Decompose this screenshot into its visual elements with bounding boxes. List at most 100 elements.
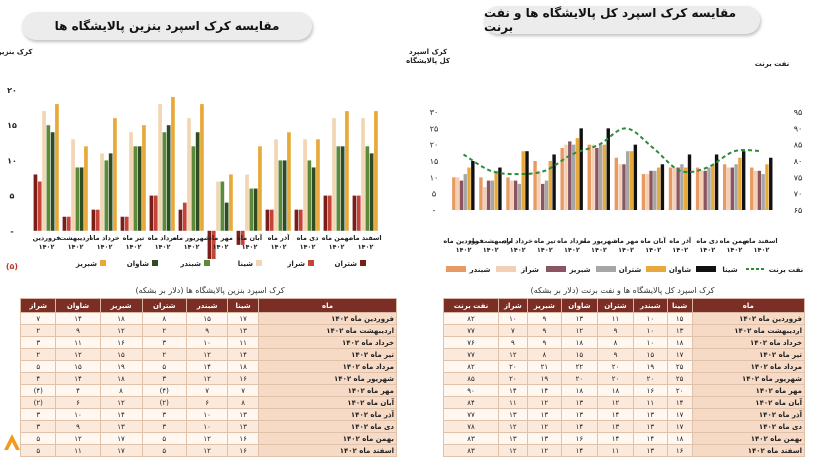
left-table-cell: ۱۲	[99, 324, 143, 337]
right-header-cell: شبریز	[526, 298, 562, 313]
right-bar	[734, 164, 738, 210]
right-legend-swatch	[696, 266, 716, 272]
left-table-row: مهر ماه ۱۴۰۲ ۷ ۷ (۴) ۸ ۴ (۴)	[19, 384, 398, 397]
right-table-cell: ۸	[596, 336, 635, 349]
left-legend-swatch	[100, 260, 106, 266]
left-bar	[162, 132, 167, 231]
right-bar	[513, 180, 518, 210]
right-table-cell: ۱۲	[560, 324, 598, 337]
right-table-cell: ۱۴	[596, 408, 635, 421]
right-x-tick: ۱۴۰۲	[672, 246, 688, 254]
left-bar	[307, 160, 312, 231]
right-y2-axis-label: نفت برنت	[755, 60, 790, 68]
left-bar	[361, 118, 365, 231]
right-table-cell: ۱۰	[497, 312, 528, 325]
left-bar	[327, 195, 332, 231]
right-table-cell: آبان ماه ۱۴۰۲	[691, 396, 806, 409]
right-bar	[656, 167, 661, 210]
right-table-cell: ۱۷	[666, 420, 693, 433]
left-table-cell: ۹	[55, 420, 101, 433]
right-data-table: ماه شینا شبندر شتران شاوان شبریز شراز نفت برنت …	[443, 298, 806, 457]
left-bar	[249, 188, 254, 231]
right-legend-label: شبریز	[568, 266, 590, 274]
right-table-cell: فروردین ماه ۱۴۰۲	[691, 312, 806, 325]
right-table-cell: ۹	[497, 336, 528, 349]
right-bar	[622, 164, 626, 210]
left-bar	[153, 195, 158, 231]
right-bar	[568, 141, 572, 210]
left-bar	[108, 153, 113, 231]
left-bar	[236, 230, 241, 245]
left-bar	[195, 132, 200, 231]
left-x-tick: آذر ماه	[268, 233, 291, 242]
right-y2-tick: ۸۵	[794, 141, 803, 150]
right-bar	[687, 154, 692, 210]
left-bar	[33, 174, 38, 231]
right-y2-tick: ۷۰	[794, 190, 803, 199]
left-table-cell: فروردین ماه ۱۴۰۲	[257, 312, 398, 325]
right-table-cell: ۱۲	[526, 444, 562, 457]
left-bar	[345, 111, 349, 231]
right-table-cell: ۱۴	[596, 432, 635, 445]
right-y-axis-label: کل پالایشگاه	[406, 56, 451, 65]
left-header-cell: شاوان	[55, 298, 101, 313]
right-table-cell: ۱۰	[633, 324, 668, 337]
left-bar	[137, 146, 142, 231]
left-header-cell: ماه	[257, 298, 398, 313]
left-table-cell: ۱۷	[227, 312, 259, 325]
right-x-tick: ۱۴۰۲	[537, 246, 553, 254]
left-table-cell: ۵	[19, 360, 57, 373]
right-table-cell: ۱۸	[560, 336, 598, 349]
right-table-cell: ۱۳	[497, 408, 528, 421]
left-table-cell: ۶	[186, 396, 229, 409]
left-bar	[303, 139, 307, 231]
left-table-row: خرداد ماه ۱۴۰۲ ۱۱ ۱۰ ۳ ۱۶ ۱۱ ۳	[19, 336, 398, 349]
left-table-cell: ۱۳	[227, 324, 259, 337]
left-table-cell: ۸	[227, 396, 259, 409]
left-table-cell: ۱۶	[99, 336, 143, 349]
left-header-cell: شبریز	[99, 298, 143, 313]
left-x-tick: ۱۴۰۲	[329, 243, 345, 251]
left-table-cell: ۲	[19, 324, 57, 337]
left-bar	[294, 209, 299, 231]
right-bar	[548, 161, 552, 210]
left-table-cell: ۶	[55, 396, 101, 409]
right-bar	[544, 180, 549, 210]
right-bar	[595, 147, 599, 210]
left-bar	[224, 202, 229, 231]
left-x-tick: ۱۴۰۲	[39, 243, 55, 251]
left-bar-chart: کرک بنزین(۵)-۵۱۰۱۵۲۰فروردین۱۴۰۲اردیبهشت۱…	[0, 48, 382, 271]
right-legend-label: نفت برنت	[769, 266, 804, 274]
right-bar	[680, 164, 684, 210]
right-bar	[750, 167, 754, 210]
left-y-axis-label: کرک بنزین	[0, 48, 33, 56]
left-y-tick: ۲۰	[7, 86, 17, 95]
left-bar	[316, 139, 320, 231]
right-table-row: تیر ماه ۱۴۰۲ ۱۷ ۱۵ ۹ ۱۵ ۸ ۱۲ ۷۷	[443, 348, 806, 361]
left-x-tick: ۱۴۰۲	[300, 243, 316, 251]
right-bar	[479, 177, 483, 210]
right-bar	[533, 161, 537, 210]
right-table-cell: ۱۳	[560, 396, 598, 409]
left-table-cell: ۱۸	[227, 360, 259, 373]
right-table-cell: ۱۸	[596, 384, 635, 397]
right-bar	[753, 170, 758, 210]
right-x-tick: دی ماه	[696, 237, 719, 245]
left-table-cell: ۳	[141, 420, 188, 433]
right-table-cell: ۸۴	[443, 396, 499, 409]
left-bar	[124, 216, 129, 231]
right-table-cell: ۱۴	[497, 384, 528, 397]
left-bar	[166, 125, 171, 231]
left-table-cell: ۱۸	[99, 372, 143, 385]
right-table-cell: ۱۲	[526, 396, 562, 409]
left-legend-label: شاوان	[127, 260, 149, 268]
left-table-cell: ۳	[141, 408, 188, 421]
left-table-cell: ۱۸	[99, 312, 143, 325]
right-x-tick: ۱۴۰۲	[618, 246, 634, 254]
right-table-cell: ۷۷	[443, 324, 499, 337]
right-x-tick: ۱۴۰۲	[483, 246, 499, 254]
left-table-row: بهمن ماه ۱۴۰۲ ۱۶ ۱۲ ۵ ۱۷ ۱۲ ۵	[19, 432, 398, 445]
right-x-tick: تیر ماه	[534, 237, 556, 245]
left-table-cell: ۱۵	[55, 360, 101, 373]
left-table-cell: اسفند ماه ۱۴۰۲	[257, 444, 398, 457]
